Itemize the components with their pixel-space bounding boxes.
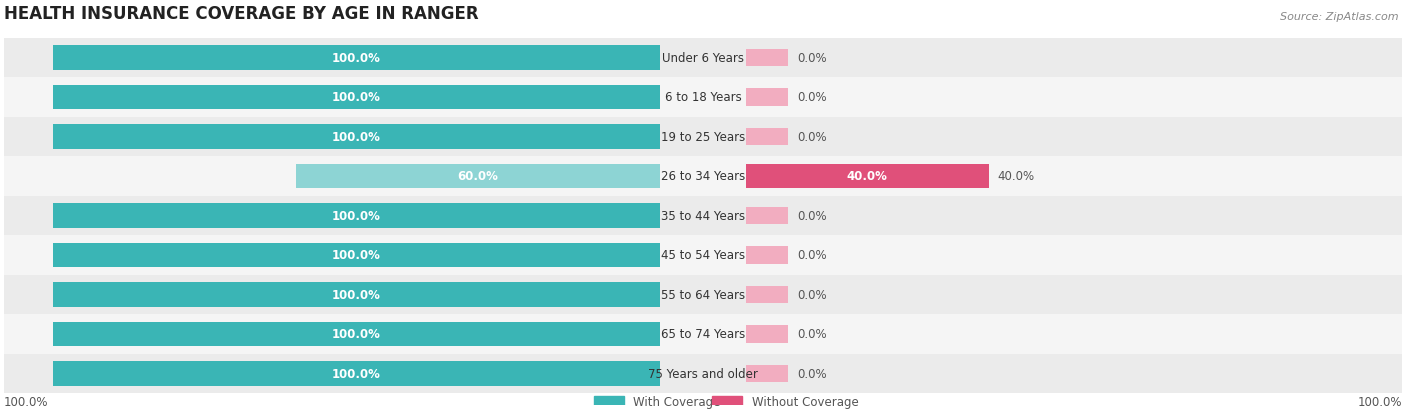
Text: 0.0%: 0.0% <box>797 249 827 262</box>
Text: 65 to 74 Years: 65 to 74 Years <box>661 328 745 341</box>
Text: 100.0%: 100.0% <box>332 328 381 341</box>
Bar <box>53 125 661 149</box>
Text: 60.0%: 60.0% <box>458 170 499 183</box>
Bar <box>745 247 789 264</box>
Text: Source: ZipAtlas.com: Source: ZipAtlas.com <box>1281 12 1399 22</box>
Text: 100.0%: 100.0% <box>332 367 381 380</box>
Bar <box>745 365 789 382</box>
Text: HEALTH INSURANCE COVERAGE BY AGE IN RANGER: HEALTH INSURANCE COVERAGE BY AGE IN RANG… <box>4 5 479 23</box>
Text: 100.0%: 100.0% <box>332 91 381 104</box>
Text: 0.0%: 0.0% <box>797 209 827 222</box>
Bar <box>53 204 661 228</box>
Text: 55 to 64 Years: 55 to 64 Years <box>661 288 745 301</box>
Text: Under 6 Years: Under 6 Years <box>662 52 744 65</box>
Bar <box>53 46 661 71</box>
Bar <box>745 128 789 146</box>
Text: 35 to 44 Years: 35 to 44 Years <box>661 209 745 222</box>
Bar <box>53 361 661 386</box>
Text: 0.0%: 0.0% <box>797 52 827 65</box>
Bar <box>4 196 1402 235</box>
Bar <box>4 235 1402 275</box>
Text: 26 to 34 Years: 26 to 34 Years <box>661 170 745 183</box>
Text: 100.0%: 100.0% <box>4 395 49 408</box>
Text: 40.0%: 40.0% <box>846 170 887 183</box>
Bar <box>295 164 661 189</box>
Text: 100.0%: 100.0% <box>332 288 381 301</box>
FancyBboxPatch shape <box>711 396 742 408</box>
Text: 100.0%: 100.0% <box>332 209 381 222</box>
Text: 0.0%: 0.0% <box>797 131 827 144</box>
Bar <box>745 50 789 67</box>
Text: 0.0%: 0.0% <box>797 288 827 301</box>
Bar <box>745 164 988 189</box>
Text: 0.0%: 0.0% <box>797 91 827 104</box>
Text: 19 to 25 Years: 19 to 25 Years <box>661 131 745 144</box>
Bar <box>4 275 1402 314</box>
Bar <box>4 117 1402 157</box>
Text: 6 to 18 Years: 6 to 18 Years <box>665 91 741 104</box>
Text: 100.0%: 100.0% <box>332 131 381 144</box>
Text: Without Coverage: Without Coverage <box>752 395 859 408</box>
Bar <box>53 322 661 346</box>
Bar <box>53 85 661 110</box>
Text: 100.0%: 100.0% <box>332 249 381 262</box>
Bar <box>4 38 1402 78</box>
Bar <box>4 314 1402 354</box>
Bar <box>745 89 789 107</box>
Bar <box>53 282 661 307</box>
Bar <box>745 286 789 304</box>
Text: 75 Years and older: 75 Years and older <box>648 367 758 380</box>
Bar <box>4 78 1402 117</box>
Text: 100.0%: 100.0% <box>1357 395 1402 408</box>
Text: 45 to 54 Years: 45 to 54 Years <box>661 249 745 262</box>
Text: 0.0%: 0.0% <box>797 367 827 380</box>
Bar <box>745 207 789 225</box>
Text: 40.0%: 40.0% <box>998 170 1035 183</box>
Bar <box>745 325 789 343</box>
Bar <box>53 243 661 268</box>
Text: With Coverage: With Coverage <box>633 395 720 408</box>
Text: 100.0%: 100.0% <box>332 52 381 65</box>
FancyBboxPatch shape <box>593 396 624 408</box>
Bar <box>4 157 1402 196</box>
Text: 0.0%: 0.0% <box>797 328 827 341</box>
Bar <box>4 354 1402 393</box>
